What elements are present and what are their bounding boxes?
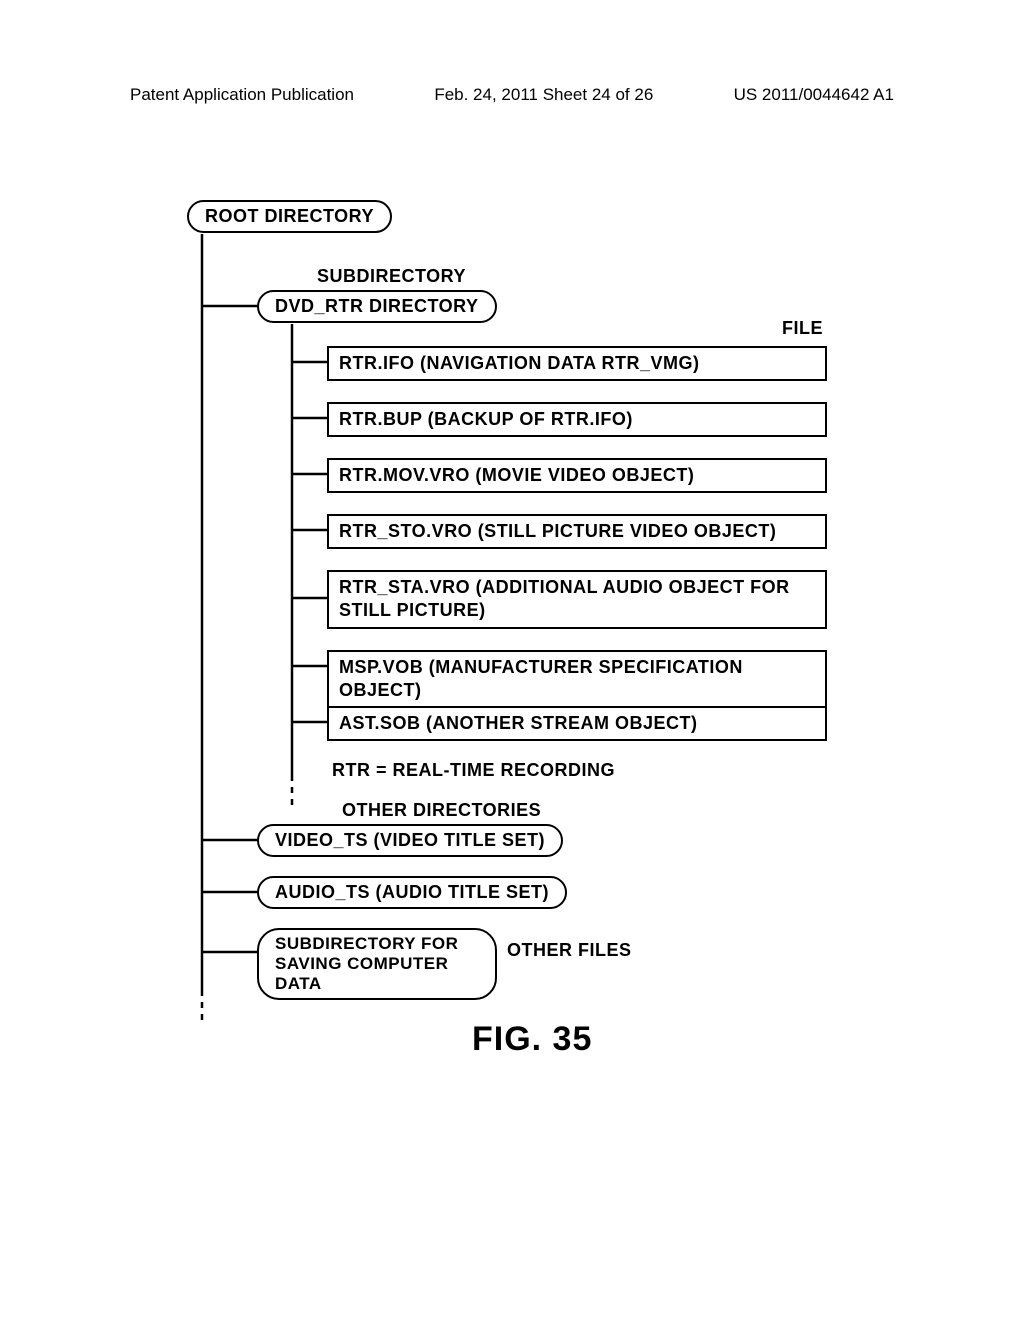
file-rtr-mov-vro: RTR.MOV.VRO (MOVIE VIDEO OBJECT) [327, 458, 827, 493]
file-rtr-ifo: RTR.IFO (NAVIGATION DATA RTR_VMG) [327, 346, 827, 381]
video-ts-node: VIDEO_TS (VIDEO TITLE SET) [257, 824, 563, 857]
file-msp-vob: MSP.VOB (MANUFACTURER SPECIFICATION OBJE… [327, 650, 827, 709]
subdirectory-label: SUBDIRECTORY [317, 266, 466, 287]
rtr-note: RTR = REAL-TIME RECORDING [332, 760, 615, 781]
header-center: Feb. 24, 2011 Sheet 24 of 26 [434, 85, 653, 105]
root-directory-node: ROOT DIRECTORY [187, 200, 392, 233]
header-right: US 2011/0044642 A1 [734, 85, 894, 105]
computer-data-subdir-node: SUBDIRECTORY FOR SAVING COMPUTER DATA [257, 928, 497, 1000]
audio-ts-node: AUDIO_TS (AUDIO TITLE SET) [257, 876, 567, 909]
header-left: Patent Application Publication [130, 85, 354, 105]
file-rtr-sta-vro: RTR_STA.VRO (ADDITIONAL AUDIO OBJECT FOR… [327, 570, 827, 629]
file-ast-sob: AST.SOB (ANOTHER STREAM OBJECT) [327, 706, 827, 741]
file-rtr-bup: RTR.BUP (BACKUP OF RTR.IFO) [327, 402, 827, 437]
other-files-label: OTHER FILES [507, 940, 632, 961]
file-rtr-sto-vro: RTR_STO.VRO (STILL PICTURE VIDEO OBJECT) [327, 514, 827, 549]
page-header: Patent Application Publication Feb. 24, … [0, 85, 1024, 105]
file-label: FILE [782, 318, 823, 339]
other-directories-label: OTHER DIRECTORIES [342, 800, 541, 821]
figure-label: FIG. 35 [472, 1020, 592, 1059]
dvd-rtr-directory-node: DVD_RTR DIRECTORY [257, 290, 497, 323]
